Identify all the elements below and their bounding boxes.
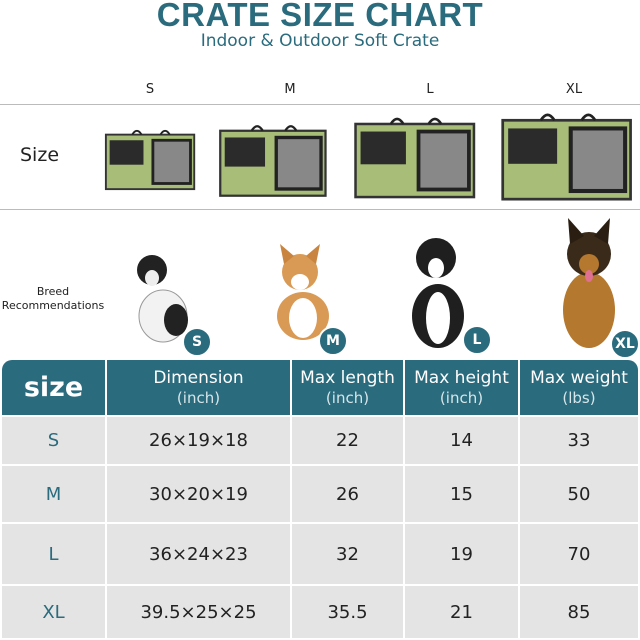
cell-max-height: 21 [405, 586, 518, 638]
breed-label-line2: Recommendations [1, 299, 105, 312]
breed-label-line1: Breed [36, 285, 70, 298]
header-label: Max height [414, 367, 509, 388]
cell-max-weight: 70 [520, 524, 638, 584]
cell-max-height: 14 [405, 417, 518, 464]
cell-dimension: 39.5×25×25 [107, 586, 290, 638]
table-row: S 26×19×18 22 14 33 [2, 417, 638, 464]
dog-xl-image [563, 218, 615, 348]
size-badge-m: M [318, 326, 348, 356]
header-label: Dimension [153, 367, 244, 388]
page-subtitle: Indoor & Outdoor Soft Crate [200, 31, 440, 51]
cell-max-weight: 33 [520, 417, 638, 464]
divider [0, 104, 640, 105]
table-row: L 36×24×23 32 19 70 [2, 524, 638, 584]
header-max-length: Max length (inch) [292, 360, 403, 415]
cell-size: S [2, 417, 105, 464]
table-row: M 30×20×19 26 15 50 [2, 466, 638, 522]
table-header-row: size Dimension (inch) Max length (inch) Ma… [2, 360, 638, 415]
column-label-l: L [426, 82, 434, 97]
cell-dimension: 26×19×18 [107, 417, 290, 464]
cell-size: M [2, 466, 105, 522]
header-max-height: Max height (inch) [405, 360, 518, 415]
header-max-weight: Max weight (lbs) [520, 360, 638, 415]
dog-s-image [137, 255, 188, 343]
crate-l-image [354, 117, 476, 199]
size-badge-xl: XL [610, 329, 640, 359]
cell-size: XL [2, 586, 105, 638]
dog-l-image [412, 238, 464, 348]
crate-s-image [104, 129, 196, 191]
cell-size: L [2, 524, 105, 584]
column-label-s: S [145, 82, 155, 97]
page-title: CRATE SIZE CHART [156, 0, 484, 33]
divider [0, 209, 640, 210]
size-badge-l: L [462, 325, 492, 355]
header-unit: (lbs) [562, 388, 596, 407]
cell-max-height: 19 [405, 524, 518, 584]
dog-m-image [277, 244, 329, 340]
column-label-m: M [284, 82, 296, 97]
cell-max-weight: 50 [520, 466, 638, 522]
header-label: Max length [300, 367, 395, 388]
cell-max-length: 35.5 [292, 586, 403, 638]
header-unit: (inch) [439, 388, 484, 407]
header-dimension: Dimension (inch) [107, 360, 290, 415]
size-row-label: Size [20, 144, 60, 166]
crate-xl-image [501, 113, 632, 201]
crate-m-image [219, 125, 327, 197]
cell-dimension: 30×20×19 [107, 466, 290, 522]
size-table: size Dimension (inch) Max length (inch) Ma… [0, 358, 640, 640]
cell-max-length: 26 [292, 466, 403, 522]
cell-max-length: 22 [292, 417, 403, 464]
cell-max-weight: 85 [520, 586, 638, 638]
size-badge-s: S [182, 327, 212, 357]
table-row: XL 39.5×25×25 35.5 21 85 [2, 586, 638, 638]
cell-max-height: 15 [405, 466, 518, 522]
breed-row-label: Breed Recommendations [0, 285, 106, 313]
header-unit: (inch) [176, 388, 221, 407]
header-label: Max weight [530, 367, 628, 388]
column-label-xl: XL [565, 82, 583, 97]
header-unit: (inch) [325, 388, 370, 407]
header-size: size [2, 360, 105, 415]
cell-max-length: 32 [292, 524, 403, 584]
cell-dimension: 36×24×23 [107, 524, 290, 584]
